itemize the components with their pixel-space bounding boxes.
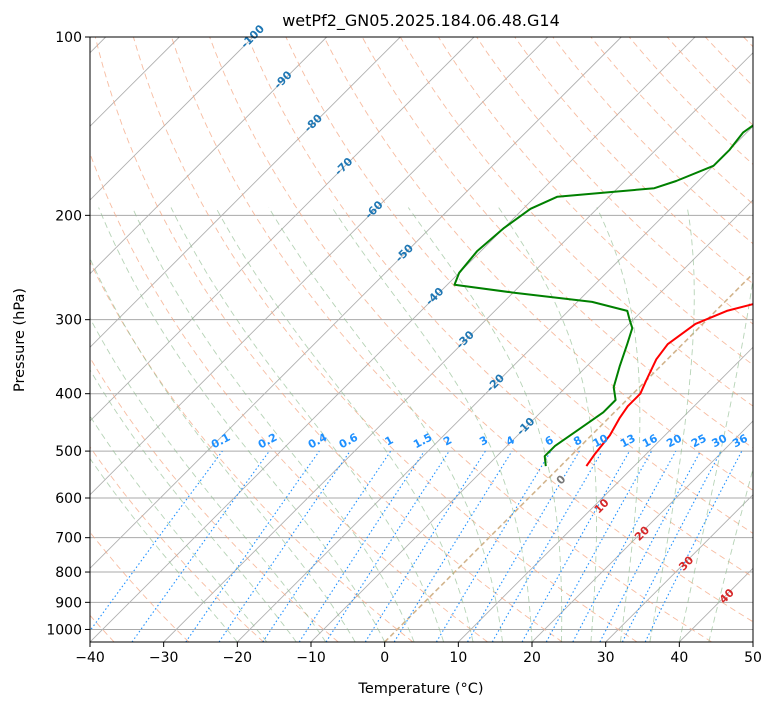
x-tick-label: −20 — [223, 650, 253, 666]
moist-adiabat-line — [596, 207, 641, 642]
x-tick-label: 0 — [380, 650, 389, 666]
moist-adiabat-line — [215, 207, 474, 642]
moist-adiabat-line — [98, 207, 386, 642]
y-tick-label: 600 — [55, 491, 82, 507]
mixing-ratio-line — [545, 450, 653, 642]
mixing-ratio-label: 30 — [710, 432, 730, 451]
dry-adiabat-line — [323, 37, 753, 491]
isotherm-line — [90, 37, 401, 348]
moist-adiabat-line — [170, 207, 445, 642]
plot-frame — [89, 36, 754, 643]
y-axis-title: Pressure (hPa) — [12, 288, 28, 392]
dry-adiabat-line — [628, 37, 753, 165]
dry-adiabat-line — [514, 37, 753, 285]
isotherm-line — [605, 494, 753, 642]
dry-adiabat-line — [247, 37, 753, 578]
y-tick-label: 1000 — [46, 622, 82, 638]
dry-adiabat-line — [94, 37, 563, 642]
isotherm-line — [90, 37, 475, 422]
x-tick-label: −30 — [149, 650, 179, 666]
mixing-ratio-line — [131, 450, 270, 642]
y-tick-label: 500 — [55, 444, 82, 460]
mixing-ratio-line — [325, 450, 450, 642]
mixing-ratio-line — [572, 450, 677, 642]
sounding-profiles — [453, 124, 753, 467]
dry-adiabat-line — [361, 37, 753, 449]
x-tick-label: 30 — [597, 650, 615, 666]
mixing-ratio-line — [521, 450, 630, 642]
dry-adiabat-line — [399, 37, 753, 407]
isotherm-line — [90, 37, 328, 275]
mixing-ratio-line — [491, 450, 603, 642]
y-tick-label: 900 — [55, 595, 82, 611]
moist-adiabat-line — [90, 317, 327, 642]
moist-adiabat-line — [131, 207, 415, 642]
mixing-ratio-label: 20 — [664, 431, 684, 450]
x-tick-label: 40 — [670, 650, 688, 666]
x-axis-title: Temperature (°C) — [357, 681, 483, 697]
y-tick-label: 100 — [55, 30, 82, 46]
dry-adiabat-line — [132, 37, 638, 642]
background-lines — [90, 37, 753, 642]
isotherm-line — [90, 37, 696, 642]
y-tick-label: 300 — [55, 313, 82, 329]
y-tick-label: 800 — [55, 565, 82, 581]
mixing-ratio-line — [467, 450, 580, 642]
mixing-ratio-line — [185, 450, 320, 642]
mixing-ratio-label: 16 — [640, 432, 660, 451]
mixing-ratio-line — [393, 450, 513, 642]
moist-adiabat-line — [90, 257, 356, 642]
moist-adiabat-line — [407, 207, 563, 642]
moist-adiabat-line — [90, 415, 268, 642]
moist-adiabat-line — [331, 207, 533, 642]
isotherm-line — [236, 125, 753, 642]
x-tick-label: 20 — [523, 650, 541, 666]
isotherm-line — [90, 37, 549, 496]
dry-adiabat-line — [90, 446, 264, 642]
y-tick-label: 700 — [55, 531, 82, 547]
isotherm-line — [90, 37, 622, 569]
moist-adiabat-line — [649, 207, 695, 642]
moist-adiabat-line — [498, 207, 597, 642]
mixing-ratio-line — [90, 450, 223, 632]
x-tick-label: 50 — [744, 650, 762, 666]
y-tick-label: 400 — [55, 387, 82, 403]
axis-ticks: −40 −30 −20 −10 0 10 20 30 40 50 1000 900 800 700 600 5… — [46, 30, 762, 666]
mixing-ratio-line — [218, 450, 351, 642]
isotherm-line — [90, 37, 254, 201]
mixing-ratio-line — [435, 450, 552, 642]
mixing-ratio-label: 13 — [618, 432, 638, 451]
chart-title: wetPf2_GN05.2025.184.06.48.G14 — [282, 11, 560, 31]
mixing-ratio-label: 25 — [689, 432, 709, 451]
mixing-ratio-label: 10 — [591, 431, 611, 450]
x-tick-label: −40 — [75, 650, 105, 666]
moist-adiabat-line — [90, 457, 238, 642]
moist-adiabat-line — [90, 369, 297, 642]
zero-isotherm-line — [384, 272, 753, 642]
mixing-ratio-line — [364, 450, 486, 642]
x-tick-label: −10 — [296, 650, 326, 666]
mixing-ratio-label: 36 — [730, 432, 750, 451]
temperature-profile-line — [585, 303, 753, 467]
y-tick-label: 200 — [55, 208, 82, 224]
dry-adiabat-line — [209, 37, 753, 623]
isotherm-line — [163, 52, 753, 642]
dry-adiabat-line — [476, 37, 753, 325]
x-tick-label: 10 — [449, 650, 467, 666]
dewpoint-profile-line — [453, 124, 753, 467]
